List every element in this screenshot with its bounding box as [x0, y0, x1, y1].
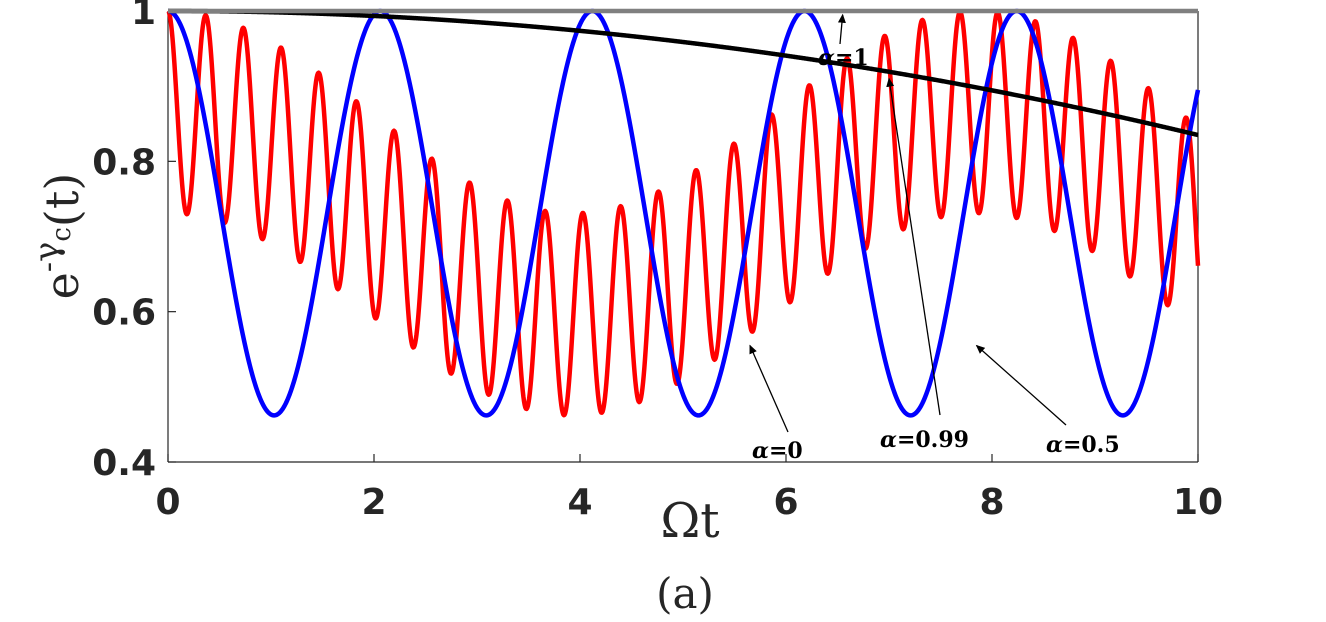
y-tick-labels: 0.4 0.6 0.8 1	[92, 0, 156, 484]
y-axis-label-sub: c	[47, 227, 77, 242]
x-tick-label: 6	[773, 482, 798, 523]
x-tick-label: 8	[979, 482, 1004, 523]
y-axis-label-base: e	[35, 272, 89, 299]
y-axis-label-gamma: γ	[27, 242, 67, 262]
annotation-arrow	[886, 77, 941, 416]
series-layer	[166, 8, 1201, 418]
y-axis-label: e-γc(t)	[27, 173, 89, 300]
y-tick-label: 0.4	[92, 443, 156, 484]
y-axis-label-minus: -	[31, 262, 66, 272]
y-tick-label: 0.6	[92, 293, 156, 334]
annotation-arrow	[749, 344, 789, 433]
annotation-label: α=0.99	[880, 427, 969, 453]
y-tick-label: 0.8	[92, 142, 156, 183]
annotation-arrow	[837, 13, 846, 45]
x-tick-label: 10	[1173, 482, 1223, 523]
series-line-alpha-0-5	[166, 8, 1201, 418]
annotation-label: α=0.5	[1046, 432, 1120, 458]
series-line-alpha-0-99	[166, 8, 1200, 138]
plot-area: α=1 α=0 α=0.99 α=0.5	[166, 8, 1201, 464]
annotation-label: α=1	[818, 45, 869, 71]
x-tick-label: 0	[155, 482, 180, 523]
figure-caption: (a)	[656, 569, 714, 618]
x-tick-label: 2	[361, 482, 386, 523]
x-axis-label: Ωt	[660, 493, 719, 549]
x-tick-label: 4	[567, 482, 592, 523]
x-tick-labels: 0 2 4 6 8 10	[155, 482, 1223, 523]
y-tick-label: 1	[131, 0, 156, 33]
annotation-layer: α=1 α=0 α=0.99 α=0.5	[749, 13, 1120, 464]
annotation-arrow	[975, 344, 1067, 426]
annotation-label: α=0	[752, 438, 803, 464]
y-axis-label-arg: (t)	[35, 173, 89, 227]
series-line-alpha-0	[166, 9, 1201, 418]
